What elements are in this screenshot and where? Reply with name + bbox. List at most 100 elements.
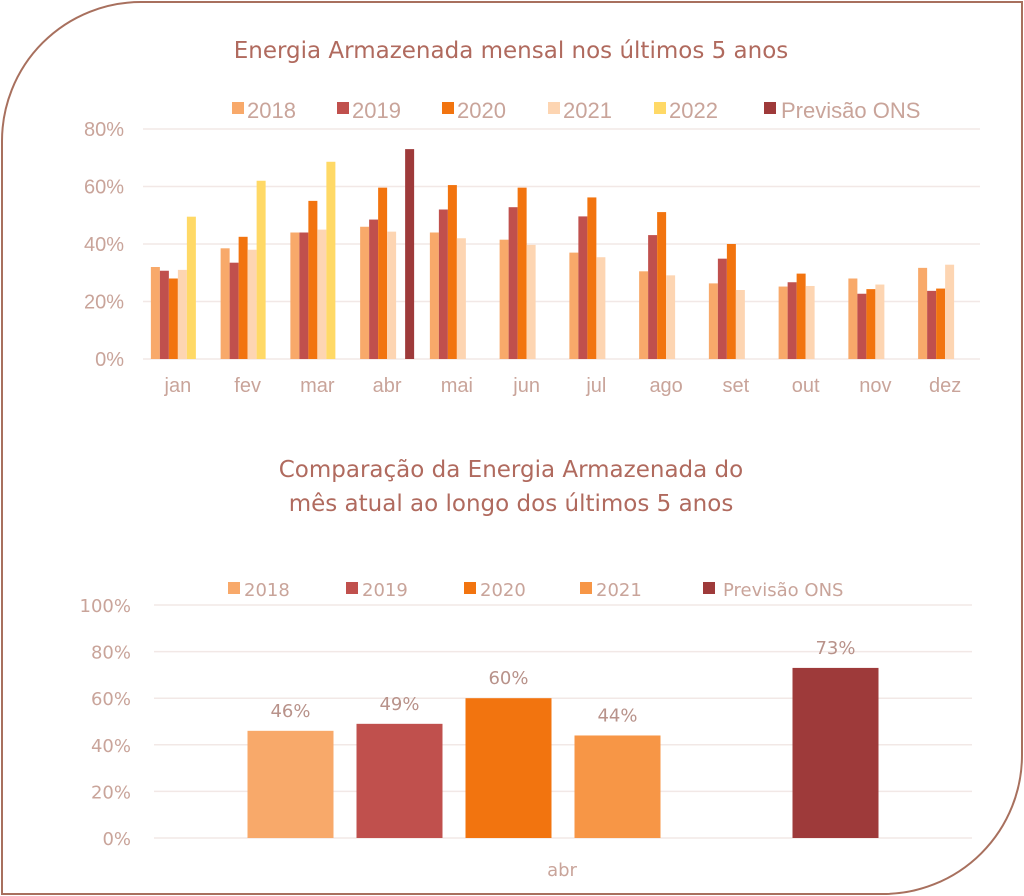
x-tick-label: fev — [234, 375, 261, 397]
legend-label: 2021 — [563, 98, 612, 123]
bar-2018-jan — [150, 267, 160, 359]
y-tick-label: 40% — [91, 736, 131, 757]
legend-label: 2020 — [457, 98, 506, 123]
monthly-chart-y-axis: 0% 20% 40% 60% 80% — [84, 119, 124, 371]
bar-2020-jun — [517, 187, 527, 359]
bar-2020-abr — [378, 187, 388, 359]
bar-2019-abr — [356, 723, 443, 838]
bar-2019-ago — [648, 235, 658, 359]
legend-label: Previsão ONS — [723, 580, 843, 601]
legend-swatch — [442, 102, 454, 114]
data-label-2020: 60% — [488, 668, 528, 689]
legend-item-2019: 2019 — [337, 98, 401, 123]
legend-swatch — [232, 102, 244, 114]
bar-2020-mar — [308, 200, 318, 359]
bar-2018-nov — [848, 278, 858, 359]
legend-label: 2018 — [244, 580, 290, 601]
legend-item-2020: 2020 — [442, 98, 506, 123]
legend-label: Previsão ONS — [781, 98, 920, 123]
y-tick-label: 0% — [102, 829, 131, 850]
monthly-chart-title: Energia Armazenada mensal nos últimos 5 … — [234, 38, 789, 64]
legend-item-2020: 2020 — [464, 580, 526, 601]
bar-2020-ago — [657, 212, 667, 359]
legend-swatch — [346, 582, 358, 594]
y-tick-label: 60% — [84, 177, 124, 199]
legend-label: 2020 — [480, 580, 526, 601]
legend-label: 2021 — [596, 580, 642, 601]
bar-previsao-ons-abr — [405, 149, 415, 359]
y-tick-label: 20% — [84, 292, 124, 314]
y-tick-label: 40% — [84, 234, 124, 256]
comparison-chart-title-line-1: Comparação da Energia Armazenada do — [279, 457, 743, 483]
bar-2021-nov — [875, 284, 885, 359]
bar-2021-jul — [596, 257, 606, 359]
data-label-previsao-ons: 73% — [815, 638, 855, 659]
x-tick-label: jun — [512, 375, 540, 397]
legend-item-2018: 2018 — [228, 580, 290, 601]
comparison-chart-y-axis: 0% 20% 40% 60% 80% 100% — [80, 596, 131, 850]
legend-swatch — [703, 582, 715, 594]
legend-label: 2022 — [669, 98, 718, 123]
bar-2021-abr — [574, 735, 661, 838]
x-tick-label: abr — [373, 375, 402, 397]
bar-2020-fev — [238, 236, 248, 359]
data-label-2021: 44% — [597, 705, 637, 726]
x-tick-label: ago — [649, 375, 682, 397]
y-tick-label: 20% — [91, 782, 131, 803]
y-tick-label: 80% — [91, 643, 131, 664]
bar-2018-jun — [499, 239, 509, 359]
legend-swatch — [654, 102, 666, 114]
bar-2021-set — [735, 290, 745, 359]
comparison-chart-legend: 2018 2019 2020 2021 Previsão ONS — [228, 580, 843, 601]
bar-2021-mar — [317, 229, 327, 359]
bar-2019-mai — [438, 209, 448, 359]
bar-2018-dez — [918, 267, 928, 359]
legend-item-2021: 2021 — [548, 98, 612, 123]
bar-2019-jun — [508, 207, 518, 359]
bar-2020-nov — [866, 289, 876, 359]
y-tick-label: 80% — [84, 119, 124, 141]
bar-2021-ago — [666, 275, 676, 359]
legend-swatch — [464, 582, 476, 594]
comparison-chart-x-axis: abr — [547, 860, 577, 881]
bar-2019-jul — [578, 216, 588, 359]
x-tick-label: mai — [441, 375, 473, 397]
bar-2021-dez — [945, 264, 955, 359]
legend-swatch — [580, 582, 592, 594]
monthly-chart-x-axis: jan fev mar abr mai jun jul ago set out nov dez — [164, 375, 962, 397]
bar-2020-set — [726, 244, 736, 359]
bar-2018-set — [708, 283, 718, 359]
bar-2018-fev — [220, 248, 230, 359]
bar-2022-mar — [326, 161, 336, 359]
bar-2018-mar — [290, 232, 300, 359]
comparison-chart-bars — [247, 667, 879, 838]
bar-2018-abr — [247, 730, 334, 838]
bar-2018-abr — [360, 226, 370, 359]
bar-2019-jan — [159, 270, 169, 359]
bar-2020-abr — [465, 698, 552, 838]
bar-2021-out — [805, 285, 815, 359]
x-tick-label: set — [723, 375, 750, 397]
bar-2018-out — [778, 286, 788, 359]
legend-label: 2019 — [362, 580, 408, 601]
bar-2019-abr — [369, 219, 379, 359]
y-tick-label: 100% — [80, 596, 131, 617]
legend-swatch — [764, 102, 776, 114]
data-label-2019: 49% — [379, 694, 419, 715]
bar-2020-dez — [936, 288, 946, 359]
monthly-chart-bars — [150, 149, 955, 359]
bar-2019-dez — [927, 290, 937, 359]
bar-2020-mai — [447, 185, 457, 359]
legend-swatch — [228, 582, 240, 594]
bar-2019-set — [717, 258, 727, 359]
bar-2022-fev — [256, 180, 266, 359]
bar-2020-jul — [587, 197, 597, 359]
bar-2021-jan — [177, 269, 187, 359]
legend-item-2021: 2021 — [580, 580, 642, 601]
x-tick-label: abr — [547, 860, 577, 881]
bar-2021-mai — [456, 238, 466, 359]
x-tick-label: jan — [164, 375, 192, 397]
legend-label: 2018 — [247, 98, 296, 123]
bar-2019-fev — [229, 262, 239, 359]
